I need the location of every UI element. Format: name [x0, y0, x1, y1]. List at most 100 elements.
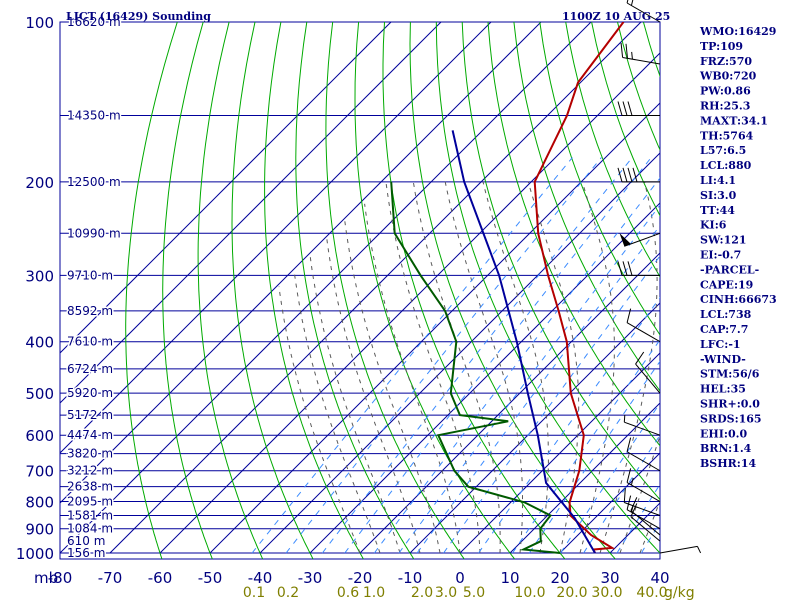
wind-barb-staff [622, 56, 661, 65]
isotherm-line [559, 452, 661, 554]
wind-barb [619, 232, 661, 247]
temperature-tick-label: 10 [500, 569, 519, 587]
wind-barb-flag [617, 167, 623, 182]
index-value: SHR+:0.0 [700, 398, 760, 411]
dry-adiabat [539, 22, 660, 336]
isotherm-line [59, 21, 392, 354]
index-value: FRZ:570 [700, 55, 752, 68]
index-value: HEL:35 [700, 383, 746, 396]
index-value: SRDS:165 [700, 412, 762, 425]
wind-barb-flag [620, 42, 624, 58]
temperature-tick-label: -30 [298, 569, 323, 587]
mixing-ratio-line [583, 434, 660, 554]
height-tick-label: 12500 m [67, 175, 121, 189]
mixing-ratio-label: 30.0 [591, 585, 622, 600]
wind-barb [626, 0, 661, 23]
height-tick-label: 1581 m [67, 509, 113, 523]
wind-barb [617, 261, 660, 276]
wind-barb-flag [632, 167, 638, 182]
mixing-ratio-label: 5.0 [463, 585, 485, 600]
dry-adiabat [295, 22, 415, 559]
index-value: EI:-0.7 [700, 249, 741, 262]
index-value: LI:4.1 [700, 174, 736, 187]
wind-barb-flag [622, 167, 628, 182]
wind-barb-flag [623, 487, 626, 503]
wind-barb [626, 437, 661, 472]
height-tick-label: 6724 m [67, 362, 113, 376]
moist-adiabat [412, 181, 501, 553]
wind-barb-staff [635, 363, 661, 394]
wind-barb [626, 308, 661, 343]
mixing-ratio-line [416, 224, 660, 554]
wind-barbs [617, 0, 702, 554]
wind-barb-flag [630, 503, 638, 517]
index-value: TH:5764 [700, 129, 754, 142]
index-value: CAP:7.7 [700, 323, 748, 336]
height-tick-label: 7610 m [67, 335, 113, 349]
pressure-tick-label: 300 [25, 267, 54, 285]
mixing-ratio-lines [251, 157, 660, 554]
pressure-tick-label: 700 [25, 463, 54, 481]
dry-adiabat [354, 22, 516, 559]
stability-indices-panel: WMO:16429 TP:109 FRZ:570 WB0:720 PW:0.86 RH:2… [699, 25, 777, 470]
dry-adiabat [773, 22, 800, 564]
mixing-ratio-line [321, 157, 633, 554]
pressure-tick-label: 400 [25, 334, 54, 352]
mixing-ratio-line [251, 157, 573, 554]
temperature-tick-label: -80 [48, 569, 73, 587]
index-value: SW:121 [700, 234, 747, 247]
moist-adiabats [278, 181, 660, 554]
dry-adiabat [264, 22, 365, 559]
mixing-ratio-label: 40.0 [636, 585, 667, 600]
moist-adiabat [344, 218, 441, 554]
moist-adiabat [293, 271, 381, 554]
wind-barb-pennant [619, 233, 631, 247]
wind-barb [623, 487, 661, 516]
dewpoint-profile [390, 181, 561, 554]
isotherm-line [409, 302, 661, 554]
mixing-ratio-label: 20.0 [556, 585, 587, 600]
wind-barb-flag [617, 101, 623, 116]
wind-barb-staff [624, 502, 661, 516]
pressure-tick-label: 200 [25, 174, 54, 192]
isotherm-line [459, 352, 661, 554]
sounding-profiles [390, 22, 625, 554]
dry-adiabats [125, 22, 800, 564]
wind-barb-flag [626, 308, 632, 323]
temperature-tick-label: 30 [600, 569, 619, 587]
index-value: CINH:66673 [700, 293, 777, 306]
wind-barb-flag [627, 101, 633, 116]
wind-barb-staff [626, 2, 661, 23]
dry-adiabat [197, 22, 264, 559]
isotherm-line [609, 502, 661, 554]
temperature-tick-label: 40 [650, 569, 669, 587]
isotherm-line [309, 202, 661, 554]
moist-adiabat [619, 434, 660, 554]
pressure-tick-label: 1000 [16, 545, 54, 563]
index-value: BSHR:14 [700, 457, 756, 470]
height-tick-label: 156 m [67, 546, 105, 560]
wind-barb-half-flag [630, 477, 634, 486]
parcel-profile [451, 130, 596, 554]
mixing-ratio-label: 0.2 [277, 585, 299, 600]
isotherm-line [259, 152, 661, 554]
index-value: EHI:0.0 [700, 427, 747, 440]
wind-barb-flag [626, 0, 629, 4]
wind-barb [626, 468, 661, 502]
index-value: LCL:738 [700, 308, 752, 321]
wind-barb-half-flag [696, 546, 702, 554]
wind-barb-half-flag [631, 51, 633, 60]
wind-barb-flag [622, 101, 628, 116]
mixing-ratio-line [344, 157, 652, 554]
index-value: SI:3.0 [700, 189, 737, 202]
mixing-ratio-line [560, 402, 660, 554]
isotherm-line [59, 21, 542, 504]
dry-adiabat [231, 22, 314, 559]
wind-barb-staff [659, 545, 698, 554]
wind-barb [630, 503, 661, 542]
moist-adiabat [326, 237, 421, 554]
temperature-tick-label: -10 [398, 569, 423, 587]
index-value: WB0:720 [699, 70, 757, 83]
mixing-ratio-label: 0.1 [243, 585, 265, 600]
